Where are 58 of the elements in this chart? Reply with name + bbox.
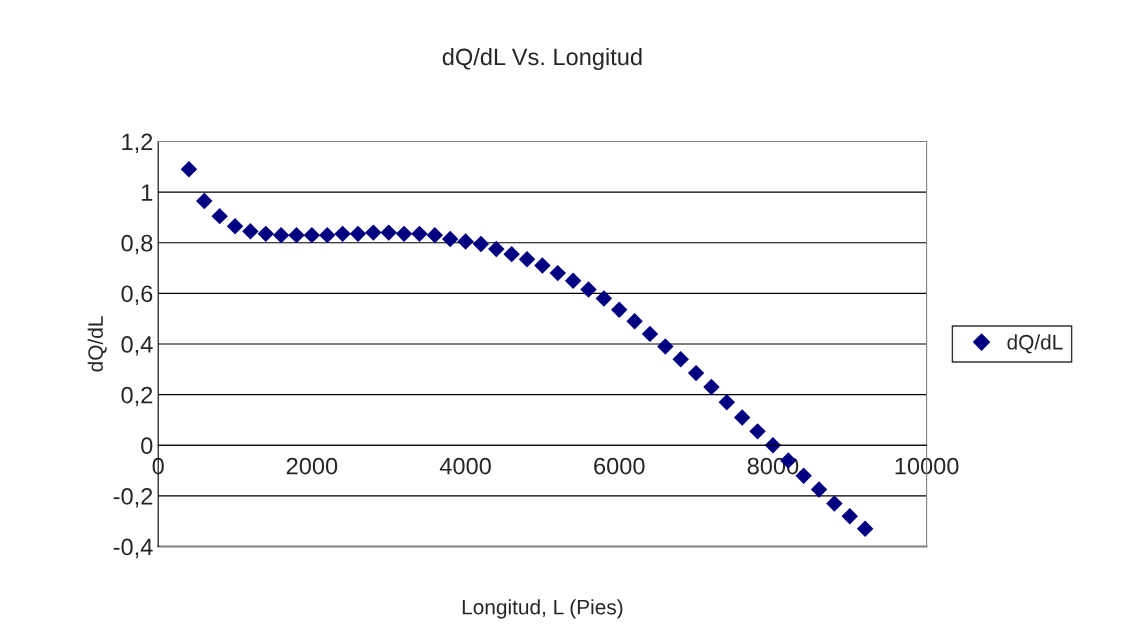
point: [441, 230, 459, 248]
point: [703, 378, 720, 396]
point: [733, 409, 751, 426]
y-tick-label: -0,4: [113, 538, 153, 559]
x-tick-label: 2000: [286, 457, 338, 475]
point: [411, 225, 428, 243]
point: [395, 225, 413, 243]
point: [488, 240, 505, 258]
point: [457, 233, 474, 250]
point: [426, 226, 444, 244]
y-tick-label: 0,4: [121, 336, 153, 356]
point: [856, 520, 874, 538]
point: [611, 301, 628, 319]
point: [365, 224, 382, 241]
point: [226, 218, 244, 235]
point: [180, 161, 198, 178]
y-axis-title: dQ/dL: [87, 316, 107, 372]
y-tick-label: 0,8: [121, 234, 153, 255]
y-tick-label: 0,6: [121, 285, 153, 305]
point: [595, 290, 613, 307]
point: [303, 226, 321, 244]
point: [657, 338, 674, 355]
point: [211, 207, 228, 225]
point: [687, 364, 705, 382]
point: [334, 225, 351, 243]
point: [196, 192, 213, 210]
point: [626, 313, 643, 330]
point: [319, 226, 336, 244]
y-tick-label: 1: [142, 184, 153, 201]
point: [826, 495, 843, 512]
point: [549, 264, 566, 282]
y-tick-label: 1,2: [122, 133, 153, 154]
point: [503, 245, 520, 263]
y-tick-label: 0: [141, 437, 153, 455]
point: [380, 224, 397, 241]
point: [288, 226, 305, 244]
x-axis-title: Longitud, L (Pies): [462, 599, 623, 619]
point: [272, 226, 290, 244]
point: [841, 507, 858, 525]
point: [672, 350, 689, 368]
y-tick-label: 0,2: [121, 386, 153, 407]
point: [534, 257, 551, 274]
point: [472, 235, 490, 253]
point: [749, 423, 766, 440]
point: [641, 325, 659, 343]
point: [349, 225, 367, 243]
point: [580, 281, 597, 298]
x-tick-label: 4000: [439, 457, 491, 475]
point: [242, 223, 259, 240]
point: [518, 250, 536, 268]
legend-label: dQ/dL: [1007, 334, 1063, 354]
point: [564, 272, 582, 289]
point: [810, 481, 828, 498]
point: [718, 394, 736, 411]
chart-title: dQ/dL Vs. Longitud: [442, 47, 642, 70]
x-tick-label: 6000: [594, 457, 645, 475]
point: [257, 225, 274, 243]
y-tick-label: -0,2: [113, 487, 153, 508]
